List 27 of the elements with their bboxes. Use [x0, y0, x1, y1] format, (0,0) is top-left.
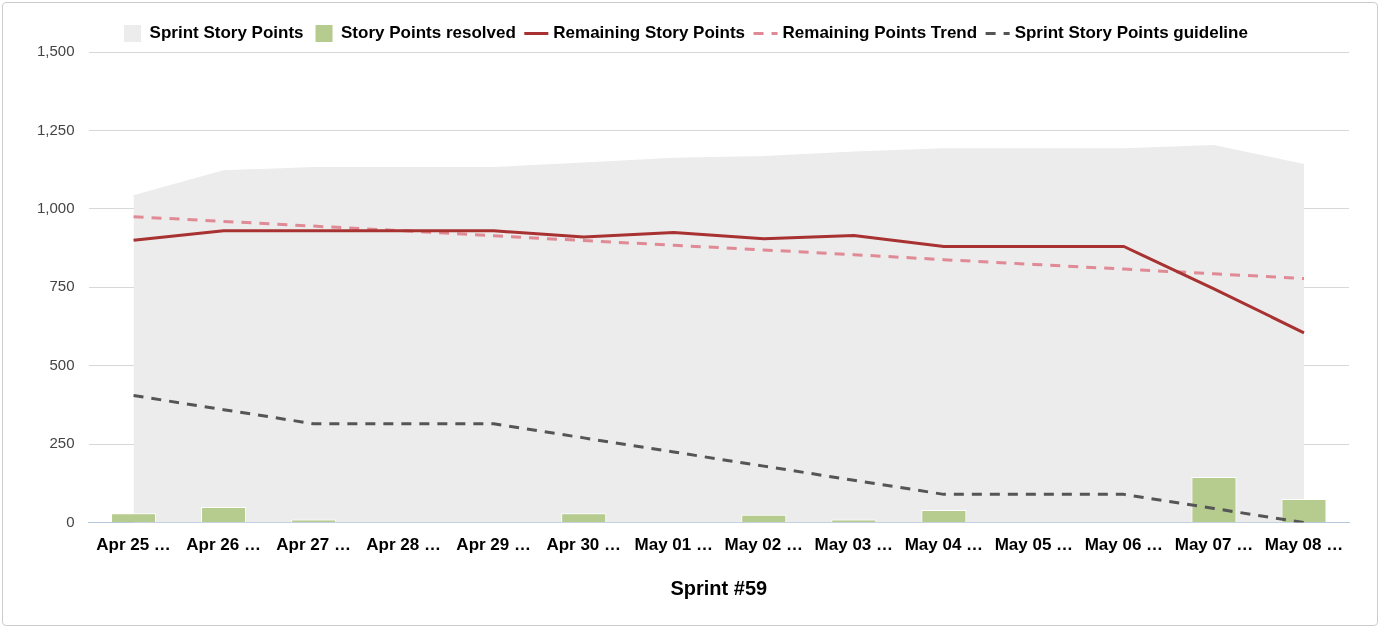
x-tick-label: Apr 28 … — [366, 535, 441, 555]
x-tick-label: May 01 … — [634, 535, 713, 555]
x-tick-label: Apr 30 … — [546, 535, 622, 555]
y-tick-label: 1,500 — [36, 42, 75, 60]
x-tick-label: Apr 29 … — [456, 535, 532, 555]
legend-label: Story Points resolved — [341, 23, 516, 43]
x-tick-label: May 03 … — [814, 535, 894, 555]
x-tick-label: May 04 … — [904, 535, 984, 555]
x-tick-label: Apr 26 … — [186, 535, 261, 555]
x-tick-label: Apr 27 … — [276, 535, 351, 555]
x-tick-label: May 02 … — [724, 535, 803, 555]
legend-label: Remaining Story Points — [553, 23, 746, 43]
legend-label: Remaining Points Trend — [782, 23, 978, 43]
x-tick-label: May 08 … — [1264, 535, 1344, 555]
x-tick-label: May 07 … — [1174, 535, 1254, 555]
legend-label: Sprint Story Points guideline — [1014, 23, 1248, 43]
legend-label: Sprint Story Points — [149, 23, 304, 43]
x-axis-title: Sprint #59 — [670, 576, 768, 599]
y-tick-label: 500 — [49, 355, 75, 373]
y-tick-label: 250 — [49, 434, 75, 452]
y-tick-label: 1,000 — [36, 199, 75, 217]
x-tick-label: May 05 … — [994, 535, 1074, 555]
y-tick-label: 0 — [66, 512, 75, 530]
y-tick-label: 750 — [49, 277, 75, 295]
x-tick-label: May 06 … — [1084, 535, 1164, 555]
y-tick-label: 1,250 — [36, 120, 75, 138]
x-tick-label: Apr 25 … — [96, 535, 171, 555]
